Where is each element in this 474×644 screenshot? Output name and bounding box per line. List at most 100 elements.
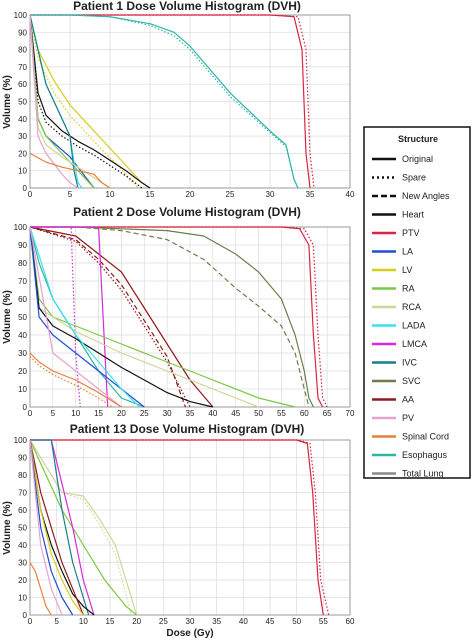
x-tick-label: 60	[346, 617, 355, 626]
series-line-ivc	[30, 439, 90, 616]
y-tick-label: 50	[18, 313, 27, 322]
x-axis-label: Dose (Gy)	[166, 628, 213, 639]
series-line-lv	[29, 14, 151, 189]
y-tick-label: 60	[18, 295, 27, 304]
legend-frame	[363, 126, 471, 479]
legend-label: PV	[402, 413, 414, 423]
y-tick-label: 10	[18, 385, 27, 394]
x-tick-label: 55	[319, 617, 328, 626]
x-tick-label: 5	[51, 409, 56, 418]
series-line-ra	[29, 14, 95, 189]
y-tick-label: 50	[18, 98, 27, 107]
panel-3-title: Patient 13 Dose Volume Histogram (DVH)	[70, 422, 305, 436]
x-tick-label: 20	[132, 617, 141, 626]
y-tick-label: 90	[18, 454, 27, 463]
series-line-ptv	[30, 14, 315, 189]
x-tick-label: 45	[266, 617, 275, 626]
legend-items: Original Spare New Angles Heart PTV LA LV RA RCA…	[372, 154, 450, 479]
series-line-lv	[29, 14, 139, 189]
series-line-spinal-cord	[29, 356, 113, 408]
y-tick-label: 40	[18, 115, 27, 124]
legend-label: RA	[402, 284, 415, 294]
x-tick-label: 35	[212, 617, 221, 626]
series-line-spinal-cord	[29, 562, 52, 616]
x-tick-label: 10	[106, 190, 115, 199]
y-tick-label: 80	[18, 259, 27, 268]
x-tick-label: 30	[266, 190, 275, 199]
series-line-pv	[29, 226, 122, 408]
y-tick-label: 90	[18, 241, 27, 250]
x-tick-label: 55	[277, 409, 286, 418]
legend-label: LA	[402, 247, 413, 257]
x-tick-label: 0	[28, 617, 33, 626]
series-line-ivc	[29, 14, 79, 189]
y-tick-label: 80	[18, 471, 27, 480]
y-tick-label: 20	[18, 576, 27, 585]
panel-2-title: Patient 2 Dose Volume Histogram (DVH)	[73, 205, 301, 219]
legend-label: LMCA	[402, 339, 427, 349]
y-tick-label: 30	[18, 349, 27, 358]
series-line-svc	[30, 226, 314, 408]
x-tick-label: 10	[71, 409, 80, 418]
x-tick-label: 70	[346, 409, 355, 418]
series-line-aa	[29, 226, 214, 408]
y-tick-label: 50	[18, 524, 27, 533]
legend-title: Structure	[398, 134, 438, 144]
series-line-ptv	[30, 439, 330, 616]
y-tick-label: 60	[18, 80, 27, 89]
series-line-rca	[29, 226, 259, 408]
x-tick-label: 40	[239, 617, 248, 626]
legend-label: LADA	[402, 321, 426, 331]
x-tick-label: 35	[186, 409, 195, 418]
legend-label: LV	[402, 265, 412, 275]
legend-label: PTV	[402, 228, 420, 238]
y-tick-label: 70	[18, 63, 27, 72]
x-tick-label: 50	[254, 409, 263, 418]
x-tick-label: 25	[159, 617, 168, 626]
series-line-lada	[29, 226, 141, 408]
y-tick-label: 90	[18, 28, 27, 37]
x-tick-label: 10	[79, 617, 88, 626]
series-line-ra	[29, 439, 138, 616]
series-line-spinal-cord	[29, 352, 122, 408]
x-tick-label: 0	[28, 190, 33, 199]
panel-patient-13: Patient 13 Dose Volume Histogram (DVH) 0…	[14, 422, 355, 626]
x-tick-label: 30	[186, 617, 195, 626]
panel-1-title: Patient 1 Dose Volume Histogram (DVH)	[73, 0, 301, 13]
y-tick-label: 30	[18, 559, 27, 568]
legend-label: New Angles	[402, 191, 450, 201]
x-tick-label: 40	[208, 409, 217, 418]
x-tick-label: 45	[231, 409, 240, 418]
series-line-svc	[30, 226, 310, 408]
y-tick-label: 80	[18, 46, 27, 55]
y-tick-label: 60	[18, 506, 27, 515]
series-line-ptv	[30, 439, 324, 616]
x-tick-label: 30	[163, 409, 172, 418]
x-tick-label: 5	[68, 190, 73, 199]
y-tick-label: 40	[18, 331, 27, 340]
legend-label: Spare	[402, 173, 426, 183]
series-line-pv	[29, 439, 63, 616]
legend-label: Heart	[402, 210, 425, 220]
series-line-aa	[29, 226, 186, 408]
series-line-aa	[29, 439, 84, 616]
series-line-esophagus	[30, 14, 299, 189]
series-line-pv	[29, 14, 79, 189]
legend-label: RCA	[402, 302, 421, 312]
y-tick-label: 10	[18, 594, 27, 603]
x-tick-label: 65	[323, 409, 332, 418]
y-tick-label: 0	[23, 403, 28, 412]
x-tick-label: 25	[140, 409, 149, 418]
legend-label: Total Lung	[402, 469, 444, 479]
legend: Structure Original Spare New Angles Heart PT…	[363, 126, 471, 479]
legend-label: Original	[402, 154, 433, 164]
series-line-ptv	[30, 226, 324, 408]
y-tick-label: 0	[23, 611, 28, 620]
panel-patient-2: Patient 2 Dose Volume Histogram (DVH) 0 5…	[14, 205, 355, 418]
x-tick-label: 50	[292, 617, 301, 626]
x-tick-label: 40	[346, 190, 355, 199]
x-tick-label: 15	[106, 617, 115, 626]
y-tick-label: 100	[14, 11, 28, 20]
series-line-heart	[29, 14, 151, 189]
